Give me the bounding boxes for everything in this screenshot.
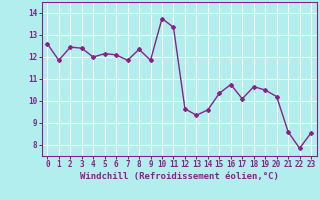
X-axis label: Windchill (Refroidissement éolien,°C): Windchill (Refroidissement éolien,°C) [80, 172, 279, 181]
